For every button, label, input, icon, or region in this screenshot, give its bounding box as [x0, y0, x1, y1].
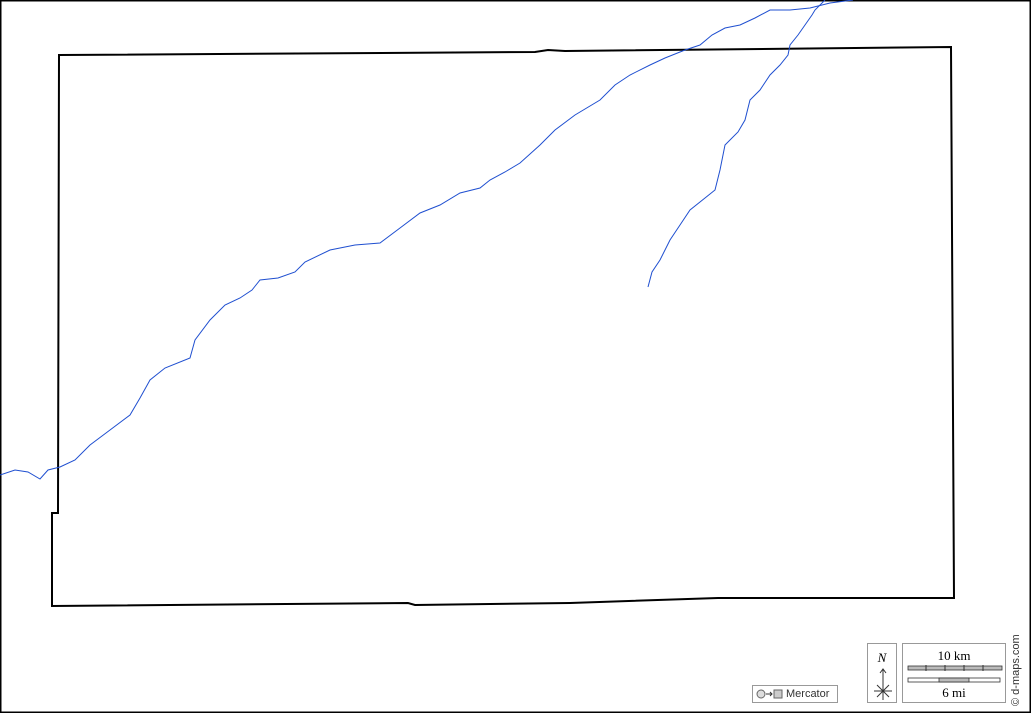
scale-bars — [907, 665, 1003, 683]
scale-bar: 10 km 6 mi — [902, 643, 1006, 703]
credit-text: © d-maps.com — [1010, 634, 1022, 706]
projection-label: Mercator — [786, 688, 830, 700]
projection-legend: Mercator — [752, 685, 838, 703]
region-border — [51, 45, 956, 608]
river-main — [0, 0, 854, 480]
compass-icon — [874, 668, 892, 700]
river-tributary — [647, 0, 826, 288]
scale-mi-label: 6 mi — [942, 685, 966, 700]
scale-km-label: 10 km — [937, 648, 971, 663]
north-arrow: N — [867, 643, 897, 703]
north-label: N — [877, 650, 887, 665]
projection-icon — [756, 689, 783, 699]
